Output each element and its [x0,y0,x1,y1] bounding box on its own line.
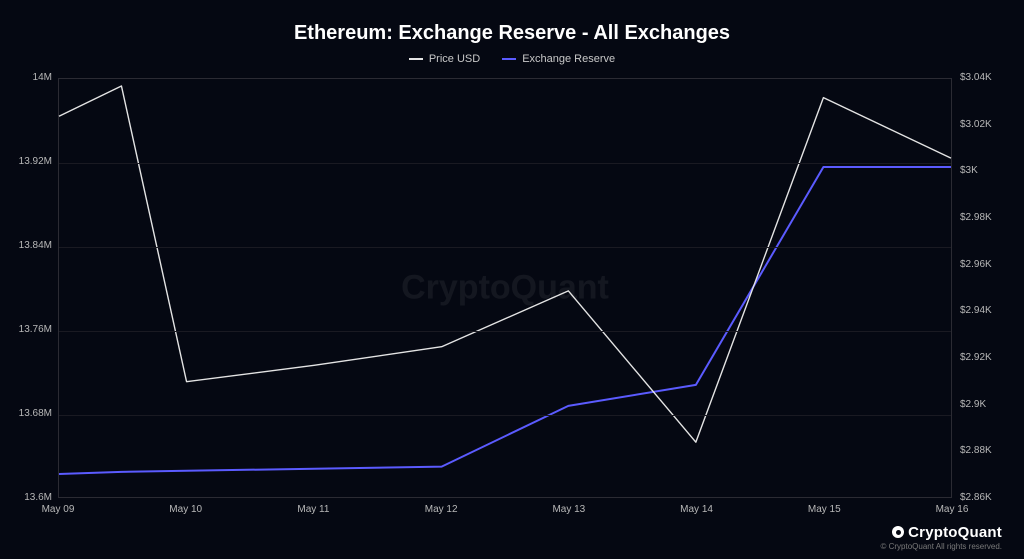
x-label: May 14 [680,504,713,515]
y-right-label: $3.02K [960,119,992,130]
gridline [59,247,951,248]
attribution: CryptoQuant © CryptoQuant All rights res… [881,524,1003,551]
legend-item-reserve: Exchange Reserve [502,53,615,65]
gridline [59,331,951,332]
x-label: May 10 [169,504,202,515]
y-right-label: $3K [960,165,978,176]
x-label: May 15 [808,504,841,515]
x-label: May 13 [552,504,585,515]
y-left-label: 14M [6,72,52,83]
y-right-label: $2.96K [960,259,992,270]
legend-swatch-price [409,58,423,60]
legend-label-price: Price USD [429,53,480,65]
line-exchange-reserve [59,167,951,474]
legend: Price USD Exchange Reserve [0,53,1024,65]
legend-item-price: Price USD [409,53,480,65]
line-price-usd [59,86,951,442]
y-right-label: $2.88K [960,445,992,456]
y-right-label: $2.9K [960,399,986,410]
legend-swatch-reserve [502,58,516,60]
x-label: May 12 [425,504,458,515]
y-left-label: 13.68M [6,408,52,419]
chart-title: Ethereum: Exchange Reserve - All Exchang… [0,22,1024,45]
y-right-label: $2.86K [960,492,992,503]
y-right-label: $2.94K [960,305,992,316]
y-right-label: $2.92K [960,352,992,363]
brand-text: CryptoQuant [908,524,1002,541]
x-label: May 16 [936,504,969,515]
y-left-label: 13.6M [6,492,52,503]
y-right-label: $2.98K [960,212,992,223]
legend-label-reserve: Exchange Reserve [522,53,615,65]
plot-area: CryptoQuant [58,78,952,498]
copyright-text: © CryptoQuant All rights reserved. [881,542,1003,551]
y-left-label: 13.84M [6,240,52,251]
brand-logo-icon [892,526,904,538]
chart-lines [59,79,951,498]
gridline [59,163,951,164]
y-left-label: 13.76M [6,324,52,335]
chart-container: Ethereum: Exchange Reserve - All Exchang… [0,0,1024,559]
x-label: May 09 [42,504,75,515]
y-left-label: 13.92M [6,156,52,167]
brand-label: CryptoQuant [881,524,1003,541]
x-label: May 11 [297,504,329,515]
gridline [59,415,951,416]
y-right-label: $3.04K [960,72,992,83]
